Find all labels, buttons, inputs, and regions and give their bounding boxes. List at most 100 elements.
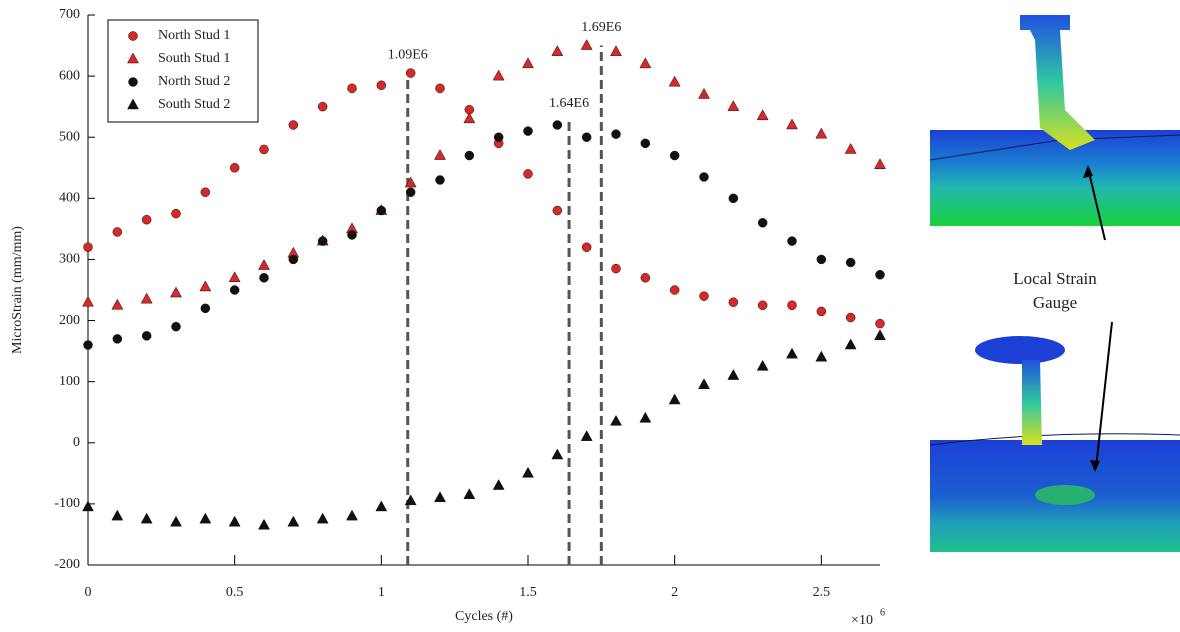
marker <box>170 286 182 298</box>
marker <box>580 430 593 441</box>
marker <box>288 254 299 265</box>
x-tick-label: 2.5 <box>813 585 831 600</box>
marker <box>668 75 681 87</box>
marker <box>757 218 768 228</box>
marker <box>317 236 328 246</box>
marker <box>112 227 123 237</box>
figure-label: Gauge <box>1033 293 1077 312</box>
marker <box>756 359 769 371</box>
marker <box>639 57 652 69</box>
marker <box>552 120 563 130</box>
marker <box>405 187 416 197</box>
marker <box>140 512 153 524</box>
marker <box>287 515 300 527</box>
marker <box>141 214 152 225</box>
marker <box>787 300 797 311</box>
marker <box>434 149 446 160</box>
x-exponent: 6 <box>880 607 885 618</box>
chart: -200 -100 0 100 200 300 400 500 600 700 0 0.5 1 1.5 2 2… <box>10 7 886 628</box>
fe-plate-top <box>930 130 1180 226</box>
marker <box>259 144 269 155</box>
marker <box>728 193 739 204</box>
marker <box>874 158 886 169</box>
y-axis-label: MicroStrain (mm/mm) <box>10 226 25 354</box>
y-tick-label: -200 <box>54 557 80 572</box>
marker <box>522 57 534 69</box>
arrow <box>1087 167 1106 241</box>
marker <box>258 518 270 530</box>
fe-hotspot <box>1035 485 1095 505</box>
marker <box>816 254 827 265</box>
marker <box>200 303 211 314</box>
marker <box>464 150 475 161</box>
marker <box>727 100 740 111</box>
arrow-head <box>1090 460 1100 472</box>
marker <box>463 488 476 499</box>
marker <box>699 172 709 182</box>
x-axis-label: Cycles (#) <box>455 609 513 624</box>
marker <box>523 169 533 179</box>
marker <box>611 263 621 274</box>
marker <box>874 329 886 341</box>
marker <box>492 479 505 490</box>
marker <box>698 378 710 389</box>
marker <box>404 494 417 506</box>
annotation: 1.69E6 <box>581 20 621 35</box>
marker <box>316 512 329 524</box>
marker <box>815 127 828 139</box>
y-tick-label: 0 <box>73 435 80 450</box>
marker <box>376 80 387 91</box>
marker <box>610 414 622 426</box>
marker <box>111 509 124 521</box>
marker <box>228 515 241 527</box>
y-tick-label: 500 <box>59 129 80 144</box>
marker <box>347 83 357 94</box>
marker <box>699 291 709 301</box>
fe-edge <box>929 433 1180 446</box>
marker <box>581 132 592 142</box>
y-tick-label: 100 <box>59 374 80 389</box>
marker <box>845 257 856 268</box>
legend-label: South Stud 1 <box>158 51 230 66</box>
marker <box>127 98 139 110</box>
x-tick-label: 2 <box>671 585 678 600</box>
marker <box>200 187 211 197</box>
marker <box>228 271 241 283</box>
marker <box>727 369 740 380</box>
marker <box>669 285 680 295</box>
marker <box>317 101 328 112</box>
marker <box>83 340 93 350</box>
marker <box>875 318 885 329</box>
marker <box>83 242 93 252</box>
marker <box>493 132 504 142</box>
marker <box>551 45 564 56</box>
marker <box>435 83 445 94</box>
marker <box>171 208 181 219</box>
marker <box>786 347 798 359</box>
marker <box>492 69 505 81</box>
marker <box>815 350 828 362</box>
y-tick-label: 700 <box>59 7 80 22</box>
x-tick-label: 1 <box>378 585 385 600</box>
arrow <box>1095 321 1113 469</box>
marker <box>405 68 416 78</box>
marker <box>141 331 152 341</box>
marker <box>698 87 710 99</box>
marker <box>787 236 797 246</box>
marker <box>816 306 827 317</box>
legend-label: North Stud 1 <box>158 28 230 43</box>
marker <box>258 259 270 270</box>
annotation: 1.64E6 <box>549 96 589 111</box>
marker <box>640 138 651 149</box>
annotation: 1.09E6 <box>388 47 428 62</box>
fe-images: Local Strain Gauge <box>929 15 1180 552</box>
legend-label: North Stud 2 <box>158 74 230 89</box>
marker <box>347 230 357 240</box>
y-tick-label: 300 <box>59 252 80 267</box>
x-tick-label: 0 <box>85 585 92 600</box>
fe-stud-bottom <box>1022 360 1042 445</box>
marker <box>199 280 212 292</box>
marker <box>463 112 476 124</box>
marker <box>581 242 592 252</box>
marker <box>610 45 622 56</box>
